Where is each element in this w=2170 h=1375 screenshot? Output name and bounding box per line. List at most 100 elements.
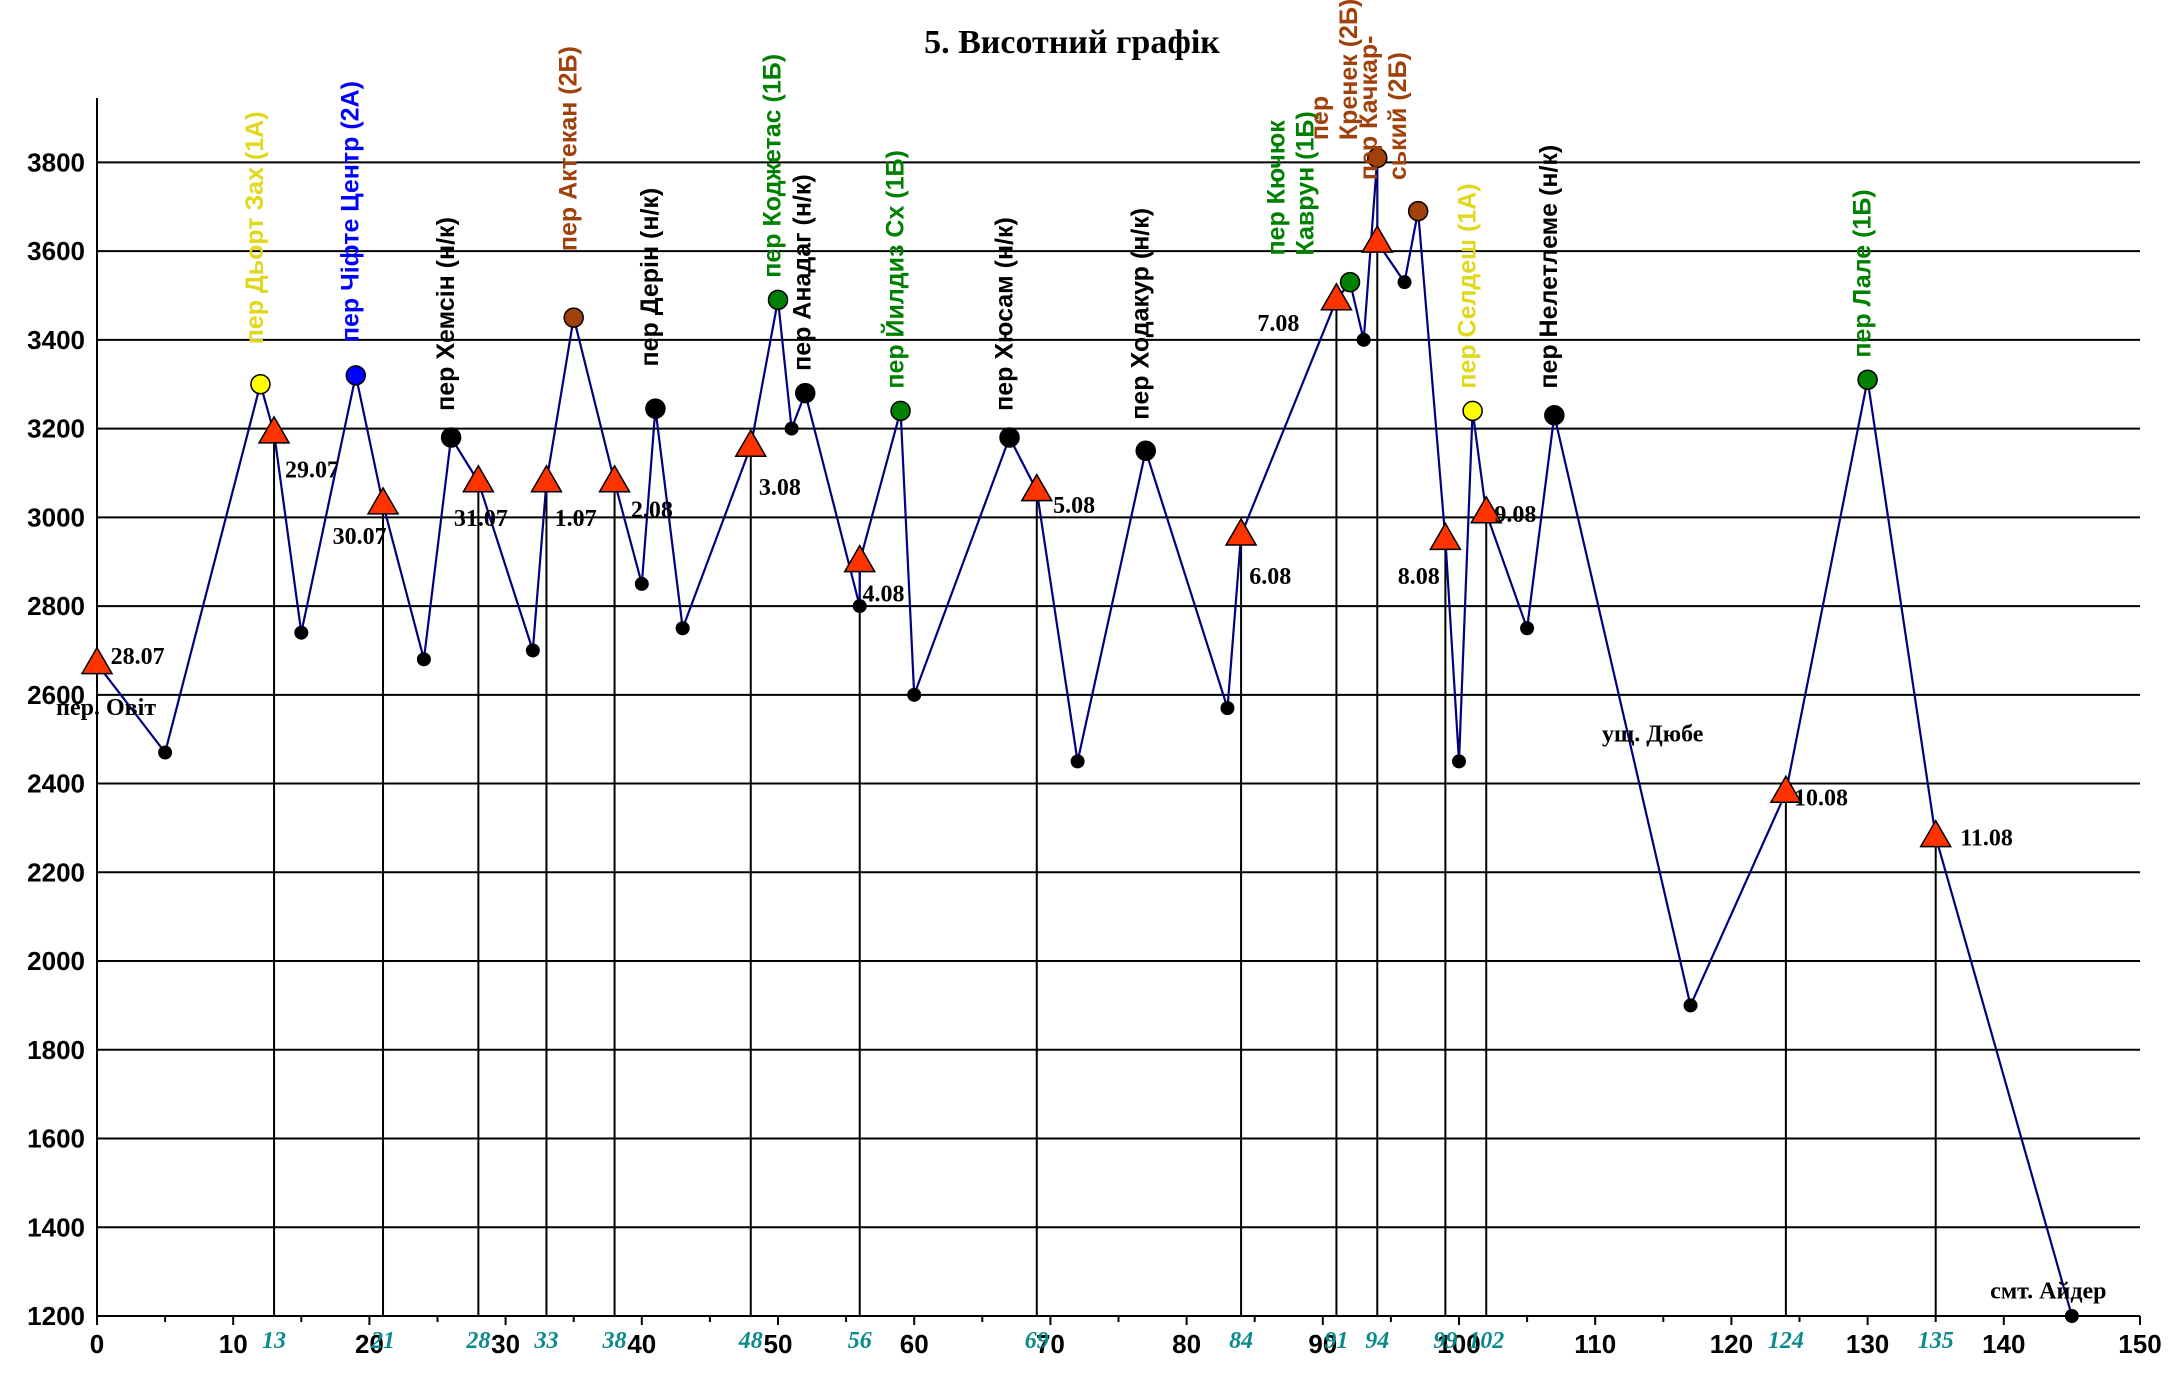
x-tick-label: 60 [900, 1329, 929, 1359]
waypoint-dot [1070, 754, 1085, 769]
day-label: 31.07 [454, 506, 508, 532]
markers [80, 147, 2079, 1323]
y-tick-label: 3600 [27, 236, 85, 266]
pass-label: пер Кючюк Каврун (1Б) [1262, 111, 1319, 255]
camp-triangle [257, 415, 291, 444]
grid [97, 161, 2140, 1317]
y-tick-label: 2200 [27, 857, 85, 887]
pass-label-line: пер Селдеш (1А) [1453, 183, 1481, 388]
camp-km-label: 84 [1229, 1328, 1253, 1354]
waypoint-dot [525, 643, 540, 658]
day-label: 3.08 [759, 475, 801, 501]
camp-triangle [366, 486, 400, 515]
y-tick-label: 2400 [27, 769, 85, 799]
waypoint-dot [158, 745, 173, 760]
pass-label-line: пер Чіфте Центр (2А) [337, 81, 365, 342]
day-label: 29.07 [285, 457, 339, 483]
pass-marker [1462, 400, 1483, 422]
camp-triangle [843, 544, 877, 573]
day-label: 1.07 [555, 506, 597, 532]
day-label: 5.08 [1053, 493, 1095, 519]
pass-label-line: пер Кючюк [1262, 120, 1290, 256]
pass-label-line: пер Ходакур (н/к) [1126, 208, 1154, 420]
x-tick-label: 30 [491, 1329, 520, 1359]
pass-marker [645, 398, 666, 419]
x-axis: 0 10 20 30 40 50 60 70 80 90 100 110 120 130 140 150 [90, 1316, 2162, 1359]
pass-label: пер Нелетлеме (н/к) [1535, 145, 1563, 389]
pass-label: пер Чіфте Центр (2А) [337, 81, 365, 342]
pass-label-line: пер [1306, 96, 1334, 140]
camp-km-label: 124 [1768, 1328, 1804, 1354]
camp-triangle [598, 464, 631, 493]
camp-triangle [462, 464, 495, 493]
camp-km-label: 135 [1918, 1328, 1954, 1354]
pass-label-line: пер Актекан (2Б) [554, 46, 582, 251]
waypoint-dot [675, 621, 690, 636]
y-tick-label: 2600 [27, 680, 85, 710]
camp-km-label: 69 [1025, 1328, 1049, 1354]
labels: 28.07 29.07 30.07 31.07 1.07 2.08 3.08 4.08 5.08… [56, 0, 2106, 1304]
pass-marker [1544, 405, 1565, 426]
x-tick-label: 120 [1710, 1329, 1753, 1359]
x-tick-label: 100 [1437, 1329, 1480, 1359]
pass-label: пер Хюсам (н/к) [990, 217, 1018, 411]
pass-marker [999, 427, 1020, 448]
x-tick-label: 140 [1982, 1329, 2025, 1359]
waypoint-dot [416, 652, 431, 667]
pass-label-line: пер Анадаг (н/к) [789, 174, 817, 371]
pass-label: пер Кренек (2Б) [1306, 0, 1363, 140]
x-tick-label: 0 [90, 1329, 104, 1359]
pass-label-line: Кренек (2Б) [1335, 0, 1363, 140]
day-label: 4.08 [862, 582, 904, 608]
camp-triangle [734, 428, 768, 457]
camp-triangle [1020, 473, 1054, 502]
x-tick-label: 110 [1574, 1329, 1616, 1359]
pass-marker [1135, 440, 1156, 462]
pass-marker [563, 307, 584, 328]
pass-marker [250, 373, 271, 395]
y-tick-label: 2000 [27, 946, 85, 976]
camp-drop-lines: 13 21 28 33 38 48 56 69 84 91 94 99 102 124 135 [262, 242, 1954, 1354]
x-tick-label: 50 [764, 1329, 793, 1359]
pass-marker [1367, 147, 1388, 169]
day-label: 2.08 [631, 497, 673, 523]
pass-label-line: пер Качкар- [1355, 36, 1383, 181]
waypoint-dot [1452, 754, 1466, 769]
y-tick-label: 3000 [27, 502, 85, 532]
pass-label: пер Йилдиз Сх (1Б) [879, 150, 909, 388]
pass-marker [767, 289, 789, 311]
waypoint-dot [1397, 275, 1412, 290]
camp-triangle [1320, 282, 1353, 311]
waypoint-dot [1220, 701, 1235, 716]
y-tick-label: 2800 [27, 591, 85, 621]
y-tick-label: 3200 [27, 414, 85, 444]
pass-marker [345, 365, 367, 386]
place-label: смт. Айдер [1990, 1278, 2106, 1304]
y-tick-label: 3400 [27, 325, 85, 355]
camp-km-label: 21 [370, 1328, 395, 1354]
x-tick-label: 130 [1846, 1329, 1889, 1359]
waypoint-dot [2064, 1309, 2079, 1323]
camp-triangle [1469, 495, 1503, 524]
altitude-profile [96, 157, 2073, 1317]
camp-triangle [1769, 774, 1803, 804]
pass-marker [440, 427, 462, 448]
day-label: 10.08 [1794, 786, 1848, 812]
camp-km-label: 56 [848, 1328, 872, 1354]
place-label: ущ. Дюбе [1602, 721, 1704, 747]
pass-label-line: пер Хемсін (н/к) [432, 217, 460, 411]
pass-label: пер Селдеш (1А) [1453, 183, 1481, 388]
pass-label: пер Лале (1Б) [1848, 189, 1876, 357]
camp-km-label: 99 [1433, 1328, 1457, 1354]
pass-label-line: пер Хюсам (н/к) [990, 217, 1018, 411]
camp-triangle [530, 464, 563, 493]
x-tick-label: 90 [1308, 1329, 1337, 1359]
camp-triangle [1224, 517, 1258, 546]
pass-label: пер Коджетас (1Б) [759, 54, 787, 278]
x-tick-label: 80 [1172, 1329, 1201, 1359]
day-label: 11.08 [1960, 826, 2013, 852]
pass-label: пер Качкар-ський (2Б) [1355, 36, 1412, 181]
pass-label: пер Дьорт Зах (1А) [241, 111, 269, 344]
waypoint-dot [907, 687, 922, 702]
waypoint-dot [852, 599, 867, 614]
